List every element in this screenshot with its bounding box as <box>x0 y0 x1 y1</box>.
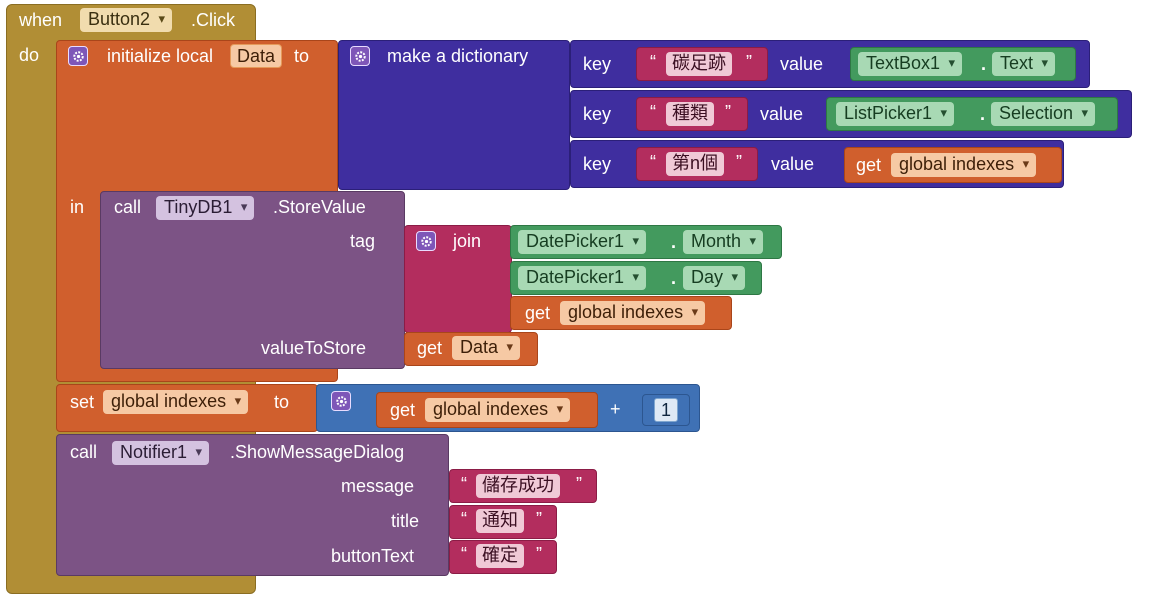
open-quote: “ <box>650 102 656 122</box>
open-quote: “ <box>461 509 467 529</box>
initialize-local-label: initialize local <box>107 46 214 66</box>
component-dropdown-datepicker1[interactable]: DatePicker1 <box>518 230 647 254</box>
variable-dropdown-global-indexes[interactable]: global indexes <box>103 390 249 414</box>
title-label: title <box>391 511 420 531</box>
key-label: key <box>583 154 612 174</box>
open-quote: “ <box>461 474 467 494</box>
number-field[interactable]: 1 <box>654 398 679 422</box>
do-label: do <box>19 45 40 65</box>
gear-icon[interactable] <box>416 231 436 251</box>
dot-separator: . <box>980 104 986 124</box>
variable-dropdown-global-indexes[interactable]: global indexes <box>425 398 571 422</box>
component-dropdown-button2[interactable]: Button2 <box>80 8 173 32</box>
in-label: in <box>70 197 85 217</box>
key-text-field-3[interactable]: 第n個 <box>666 152 725 176</box>
tag-label: tag <box>350 231 376 251</box>
variable-dropdown-global-indexes[interactable]: global indexes <box>560 301 706 325</box>
close-quote: ” <box>536 544 542 564</box>
close-quote: ” <box>576 474 582 494</box>
button-text-label: buttonText <box>331 546 415 566</box>
key-label: key <box>583 54 612 74</box>
get-label: get <box>525 303 551 323</box>
close-quote: ” <box>725 102 731 122</box>
open-quote: “ <box>650 52 656 72</box>
make-dictionary-block[interactable] <box>338 40 570 190</box>
get-label: get <box>390 400 416 420</box>
make-dictionary-label: make a dictionary <box>387 46 529 66</box>
call-label: call <box>70 442 98 462</box>
call-label: call <box>114 197 142 217</box>
gear-icon[interactable] <box>331 391 351 411</box>
component-dropdown-listpicker1[interactable]: ListPicker1 <box>836 102 955 126</box>
gear-icon[interactable] <box>68 46 88 66</box>
dot-separator: . <box>671 232 677 252</box>
value-label: value <box>771 154 815 174</box>
event-name-label: .Click <box>191 10 235 30</box>
property-dropdown-day[interactable]: Day <box>683 266 746 290</box>
property-dropdown-text[interactable]: Text <box>992 52 1056 76</box>
property-dropdown-month[interactable]: Month <box>683 230 764 254</box>
close-quote: ” <box>746 52 752 72</box>
component-dropdown-notifier1[interactable]: Notifier1 <box>112 441 210 465</box>
component-dropdown-tinydb1[interactable]: TinyDB1 <box>156 196 255 220</box>
variable-dropdown-global-indexes[interactable]: global indexes <box>891 153 1037 177</box>
key-text-field-2[interactable]: 種類 <box>666 102 714 126</box>
dot-separator: . <box>981 54 987 74</box>
component-dropdown-textbox1[interactable]: TextBox1 <box>858 52 963 76</box>
dot-separator: . <box>671 268 677 288</box>
value-label: value <box>760 104 804 124</box>
when-label: when <box>19 10 63 30</box>
message-text-field[interactable]: 儲存成功 <box>476 474 560 498</box>
method-label: .ShowMessageDialog <box>230 442 405 462</box>
get-label: get <box>417 338 443 358</box>
get-label: get <box>856 155 882 175</box>
value-label: value <box>780 54 824 74</box>
close-quote: ” <box>736 152 742 172</box>
set-label: set <box>70 392 95 412</box>
variable-dropdown-data[interactable]: Data <box>452 336 521 360</box>
tinydb-storevalue-block[interactable] <box>100 191 405 369</box>
open-quote: “ <box>650 152 656 172</box>
gear-icon[interactable] <box>350 46 370 66</box>
close-quote: ” <box>536 509 542 529</box>
message-label: message <box>341 476 415 496</box>
open-quote: “ <box>461 544 467 564</box>
property-dropdown-selection[interactable]: Selection <box>991 102 1096 126</box>
value-to-store-label: valueToStore <box>261 338 367 358</box>
join-label: join <box>453 231 482 251</box>
button-text-field[interactable]: 確定 <box>476 544 524 568</box>
component-dropdown-datepicker1[interactable]: DatePicker1 <box>518 266 647 290</box>
key-label: key <box>583 104 612 124</box>
title-text-field[interactable]: 通知 <box>476 509 524 533</box>
method-label: .StoreValue <box>273 197 366 217</box>
local-variable-name-field[interactable]: Data <box>230 44 283 68</box>
to-label: to <box>274 392 290 412</box>
key-text-field-1[interactable]: 碳足跡 <box>666 52 732 76</box>
plus-operator: + <box>610 399 621 419</box>
to-label: to <box>294 46 310 66</box>
